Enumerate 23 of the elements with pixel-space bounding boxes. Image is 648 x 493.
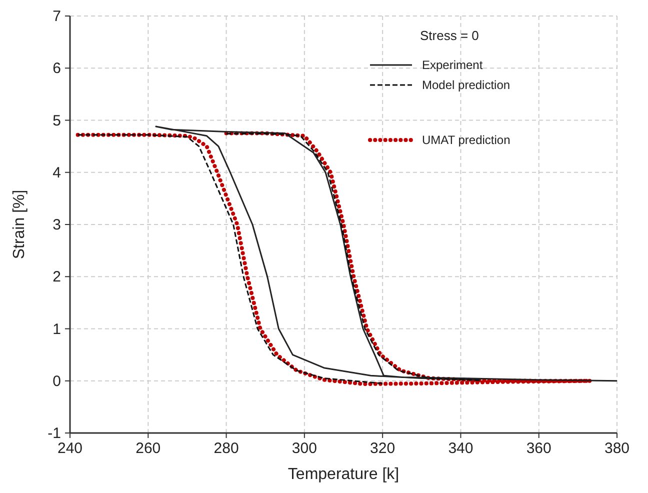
y-tick-label: 5 [52,112,61,130]
legend-title: Stress = 0 [420,28,479,43]
x-tick-label: 280 [214,440,239,457]
x-tick-label: 340 [448,440,474,457]
legend-label: UMAT prediction [422,133,510,147]
y-tick-label: 4 [52,164,61,182]
legend-label: Model prediction [422,78,510,92]
legend-label: Experiment [422,58,484,72]
y-tick-label: 0 [52,372,61,390]
y-tick-label: -1 [48,425,61,442]
y-tick-label: 1 [52,320,61,338]
y-tick-label: 3 [52,216,61,234]
x-axis-title: Temperature [k] [288,466,400,483]
x-tick-label: 360 [526,440,552,457]
y-tick-label: 7 [52,8,61,25]
x-tick-label: 300 [292,440,317,457]
y-tick-label: 6 [52,60,61,78]
x-tick-label: 320 [370,440,396,457]
x-tick-label: 240 [57,440,83,457]
x-tick-label: 260 [136,440,161,457]
y-axis-title: Strain [%] [11,190,28,260]
x-tick-label: 380 [604,440,630,457]
y-tick-label: 2 [52,268,61,286]
